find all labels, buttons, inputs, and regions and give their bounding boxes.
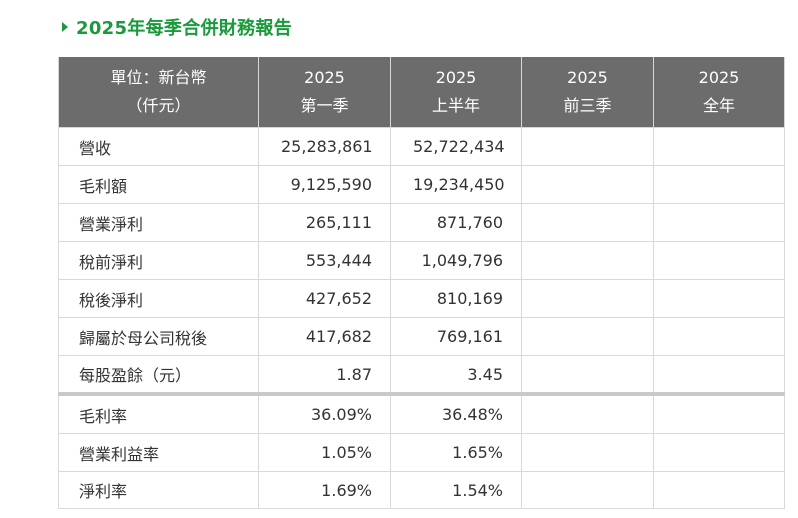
cell-fy xyxy=(653,471,785,509)
cell-h1: 769,161 xyxy=(390,317,522,356)
row-label: 營業利益率 xyxy=(58,433,259,472)
table-row: 毛利額 9,125,590 19,234,450 xyxy=(58,165,785,204)
row-label: 每股盈餘（元） xyxy=(58,355,259,396)
header-unit-line1: 單位：新台幣 xyxy=(110,68,207,87)
page-title: 2025年每季合併財務報告 xyxy=(76,18,292,39)
table-row: 營收 25,283,861 52,722,434 xyxy=(58,127,785,166)
table-row: 歸屬於母公司稅後 417,682 769,161 xyxy=(58,317,785,356)
cell-q3 xyxy=(521,393,654,434)
row-label: 歸屬於母公司稅後 xyxy=(58,317,259,356)
cell-fy xyxy=(653,433,785,472)
table-row: 毛利率 36.09% 36.48% xyxy=(58,393,785,434)
header-q1-year: 2025 xyxy=(304,68,345,87)
cell-h1: 1.65% xyxy=(390,433,522,472)
header-unit-line2: （仟元） xyxy=(126,96,191,115)
row-label: 稅前淨利 xyxy=(58,241,259,280)
cell-h1: 1.54% xyxy=(390,471,522,509)
cell-q3 xyxy=(521,317,654,356)
table-row: 營業淨利 265,111 871,760 xyxy=(58,203,785,242)
header-q3: 2025 前三季 xyxy=(521,57,654,128)
cell-fy xyxy=(653,393,785,434)
row-label: 淨利率 xyxy=(58,471,259,509)
cell-q1: 1.87 xyxy=(258,355,391,396)
table-row: 每股盈餘（元） 1.87 3.45 xyxy=(58,355,785,396)
table-row: 稅前淨利 553,444 1,049,796 xyxy=(58,241,785,280)
header-q3-year: 2025 xyxy=(567,68,608,87)
cell-q3 xyxy=(521,127,654,166)
cell-q1: 1.69% xyxy=(258,471,391,509)
cell-q3 xyxy=(521,433,654,472)
cell-q1: 417,682 xyxy=(258,317,391,356)
triangle-bullet-icon xyxy=(62,22,68,32)
table-header-row: 單位：新台幣 （仟元） 2025 第一季 2025 上半年 2025 前三季 2… xyxy=(58,57,785,128)
cell-q1: 1.05% xyxy=(258,433,391,472)
cell-q1: 553,444 xyxy=(258,241,391,280)
cell-q1: 9,125,590 xyxy=(258,165,391,204)
cell-fy xyxy=(653,203,785,242)
cell-fy xyxy=(653,165,785,204)
header-h1-period: 上半年 xyxy=(431,96,480,115)
header-fy: 2025 全年 xyxy=(653,57,785,128)
cell-q1: 427,652 xyxy=(258,279,391,318)
cell-q3 xyxy=(521,279,654,318)
header-fy-period: 全年 xyxy=(702,96,735,115)
table-row: 淨利率 1.69% 1.54% xyxy=(58,471,785,509)
financial-report-table: 單位：新台幣 （仟元） 2025 第一季 2025 上半年 2025 前三季 2… xyxy=(58,57,785,509)
section-title: 2025年每季合併財務報告 xyxy=(62,14,292,40)
cell-q3 xyxy=(521,241,654,280)
cell-q1: 265,111 xyxy=(258,203,391,242)
header-q1: 2025 第一季 xyxy=(258,57,391,128)
cell-q1: 36.09% xyxy=(258,393,391,434)
header-q1-period: 第一季 xyxy=(300,96,349,115)
cell-h1: 52,722,434 xyxy=(390,127,522,166)
row-label: 毛利率 xyxy=(58,393,259,434)
cell-q3 xyxy=(521,471,654,509)
header-q3-period: 前三季 xyxy=(563,96,612,115)
header-fy-year: 2025 xyxy=(698,68,740,87)
row-label: 毛利額 xyxy=(58,165,259,204)
cell-h1: 3.45 xyxy=(390,355,522,396)
row-label: 稅後淨利 xyxy=(58,279,259,318)
cell-h1: 810,169 xyxy=(390,279,522,318)
row-label: 營業淨利 xyxy=(58,203,259,242)
header-h1-year: 2025 xyxy=(435,68,477,87)
cell-q3 xyxy=(521,165,654,204)
cell-fy xyxy=(653,127,785,166)
cell-q3 xyxy=(521,203,654,242)
cell-fy xyxy=(653,241,785,280)
row-label: 營收 xyxy=(58,127,259,166)
cell-q1: 25,283,861 xyxy=(258,127,391,166)
cell-h1: 19,234,450 xyxy=(390,165,522,204)
cell-fy xyxy=(653,355,785,396)
header-unit: 單位：新台幣 （仟元） xyxy=(58,57,259,128)
cell-fy xyxy=(653,317,785,356)
cell-fy xyxy=(653,279,785,318)
cell-h1: 1,049,796 xyxy=(390,241,522,280)
cell-q3 xyxy=(521,355,654,396)
header-h1: 2025 上半年 xyxy=(390,57,522,128)
cell-h1: 36.48% xyxy=(390,393,522,434)
cell-h1: 871,760 xyxy=(390,203,522,242)
table-row: 稅後淨利 427,652 810,169 xyxy=(58,279,785,318)
table-row: 營業利益率 1.05% 1.65% xyxy=(58,433,785,472)
